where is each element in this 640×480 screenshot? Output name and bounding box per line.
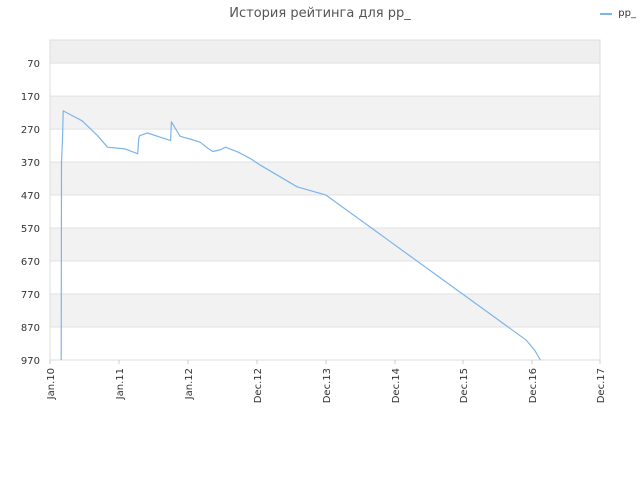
plot-band xyxy=(50,327,600,360)
plot-bands xyxy=(50,40,600,360)
x-tick-label: Dec.17 xyxy=(596,368,607,403)
plot-band xyxy=(50,96,600,130)
plot-band xyxy=(50,40,600,64)
y-tick-label: 270 xyxy=(21,125,40,136)
y-tick-label: 670 xyxy=(21,257,40,268)
plot-band xyxy=(50,294,600,328)
x-tick-label: Dec.14 xyxy=(391,368,402,403)
x-tick-label: Jan.12 xyxy=(184,368,195,400)
y-tick-label: 970 xyxy=(21,356,40,367)
x-tick-label: Jan.11 xyxy=(115,368,126,400)
y-tick-label: 770 xyxy=(21,290,40,301)
x-axis-ticks: Jan.10 Jan.11 Jan.12 Dec.12 Dec.13 Dec.14 Dec.… xyxy=(46,360,607,403)
y-tick-label: 470 xyxy=(21,191,40,202)
x-tick-label: Dec.13 xyxy=(322,368,333,403)
chart-title: История рейтинга для pp_ xyxy=(229,6,411,21)
plot-band xyxy=(50,63,600,97)
plot-band xyxy=(50,228,600,262)
plot-border xyxy=(49,39,601,361)
series-layer xyxy=(60,110,541,361)
y-tick-label: 570 xyxy=(21,224,40,235)
x-tick-label: Dec.16 xyxy=(528,368,539,403)
plot-band xyxy=(50,261,600,295)
plot-band xyxy=(50,129,600,163)
y-tick-label: 870 xyxy=(21,323,40,334)
y-axis-ticks: 70 170 270 370 470 570 670 770 870 970 xyxy=(21,59,40,367)
x-tick-label: Dec.12 xyxy=(253,368,264,403)
plot-band xyxy=(50,162,600,196)
y-tick-label: 370 xyxy=(21,158,40,169)
y-tick-label: 70 xyxy=(27,59,40,70)
x-tick-label: Jan.10 xyxy=(46,368,57,400)
legend[interactable]: pp_ xyxy=(600,8,636,19)
y-tick-label: 170 xyxy=(21,92,40,103)
plot-frame xyxy=(49,39,601,361)
plot-band xyxy=(50,195,600,229)
x-tick-label: Dec.15 xyxy=(459,368,470,403)
series-line xyxy=(60,110,541,361)
legend-swatch xyxy=(600,12,613,15)
legend-label: pp_ xyxy=(618,8,636,19)
